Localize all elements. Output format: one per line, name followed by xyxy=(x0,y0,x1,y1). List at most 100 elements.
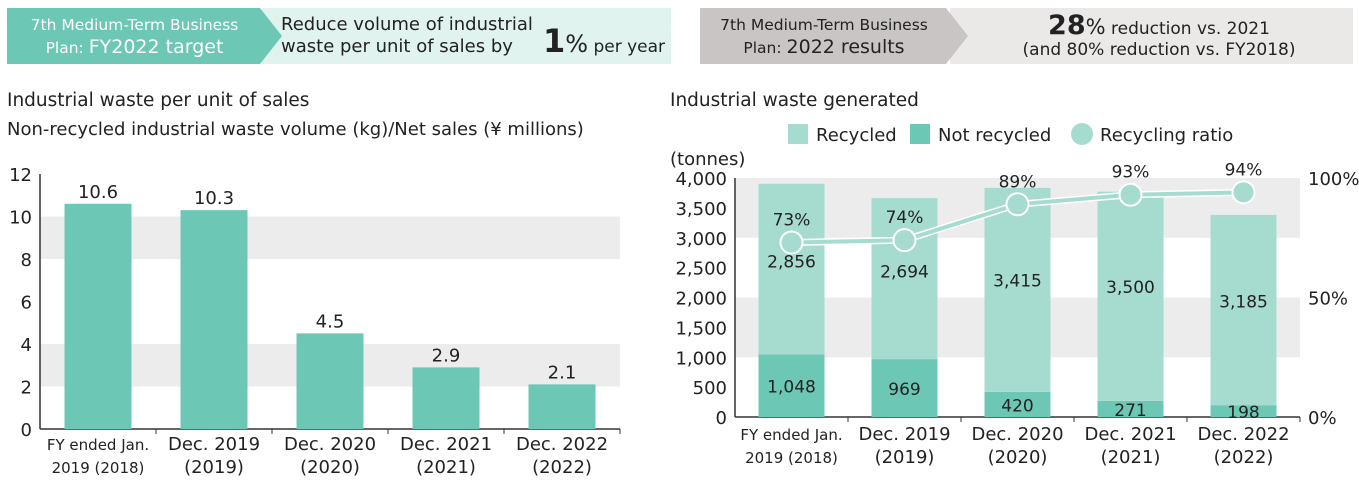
right-banner-tag: 7th Medium-Term Business Plan: 2022 resu… xyxy=(700,8,968,64)
y-tick-label: 2 xyxy=(21,378,32,399)
y-tick-label: 3,000 xyxy=(675,229,727,250)
data-label: 2.1 xyxy=(548,362,577,383)
bar xyxy=(180,210,248,429)
ratio-point xyxy=(892,228,917,253)
bar-recycled xyxy=(984,187,1051,392)
bar-recycled xyxy=(758,183,825,355)
y2-tick-label: 50% xyxy=(1308,289,1348,310)
ratio-point xyxy=(1005,192,1030,217)
x-tick-label: Dec. 2022 xyxy=(516,434,608,455)
x-tick-label: Dec. 2020 xyxy=(284,434,376,455)
x-tick-label: (2019) xyxy=(875,447,935,468)
left-banner-tag: 7th Medium-Term Business Plan: FY2022 ta… xyxy=(7,8,282,64)
left-banner-text-line2: waste per unit of sales by xyxy=(281,36,513,57)
y-tick-label: 1,500 xyxy=(675,318,727,339)
bar-recycled xyxy=(871,198,938,360)
waste-per-sales-chart: 0 2 4 6 8 10 12 10.6 FY ended Jan. 2019 (2018) 10.… xyxy=(9,165,621,478)
waste-generated-chart: Recycled Not recycled Recycling ratio (tonn… xyxy=(670,123,1359,468)
right-banner-text: 28% reduction vs. 2021 (and 80% reductio… xyxy=(968,10,1350,59)
data-label-recycled: 3,415 xyxy=(993,272,1042,292)
bar-recycled xyxy=(1210,214,1277,406)
data-label-not-recycled: 271 xyxy=(1114,401,1146,421)
y-tick-label: 6 xyxy=(21,293,32,314)
x-tick-label: FY ended Jan. xyxy=(47,436,149,454)
left-banner-text: Reduce volume of industrial waste per un… xyxy=(281,14,533,58)
x-tick-label: (2019) xyxy=(184,457,244,478)
y-tick-label: 0 xyxy=(21,420,32,441)
right-banner-line1: 28% reduction vs. 2021 xyxy=(968,10,1350,41)
legend-label: Not recycled xyxy=(938,125,1051,146)
x-tick-label: (2020) xyxy=(988,447,1048,468)
ratio-label: 94% xyxy=(1225,160,1263,180)
x-tick-label: 2019 (2018) xyxy=(745,449,838,467)
bar-not-recycled xyxy=(984,391,1051,417)
x-tick-label: Dec. 2019 xyxy=(858,424,950,445)
x-tick-label: Dec. 2021 xyxy=(1084,424,1176,445)
right-banner-pct: % xyxy=(1085,15,1106,39)
bar-not-recycled xyxy=(758,354,825,417)
y-tick-label: 2,500 xyxy=(675,259,727,280)
bar xyxy=(528,384,596,429)
y-tick-label: 500 xyxy=(693,378,727,399)
bar xyxy=(64,203,132,429)
ratio-label: 74% xyxy=(886,208,924,228)
legend-label: Recycled xyxy=(816,125,897,146)
ratio-label: 73% xyxy=(773,211,811,231)
left-banner-tag-line1: 7th Medium-Term Business xyxy=(30,16,239,34)
ratio-point xyxy=(1118,182,1143,207)
y2-tick-label: 100% xyxy=(1308,169,1359,190)
y-tick-label: 0 xyxy=(716,408,727,429)
bar-not-recycled xyxy=(871,359,938,417)
grid-band xyxy=(40,216,620,259)
x-tick-label: (2022) xyxy=(1214,447,1274,468)
y-tick-label: 10 xyxy=(9,208,32,229)
data-label-not-recycled: 198 xyxy=(1227,403,1259,423)
left-chart-subtitle: Non-recycled industrial waste volume (kg… xyxy=(7,119,584,140)
data-label-recycled: 3,185 xyxy=(1219,293,1268,313)
data-label: 2.9 xyxy=(432,345,461,366)
x-tick-label: FY ended Jan. xyxy=(740,426,842,444)
ratio-point xyxy=(779,230,804,255)
left-banner-text-line1: Reduce volume of industrial xyxy=(281,14,533,35)
data-label-recycled: 3,500 xyxy=(1106,278,1155,298)
data-label: 10.3 xyxy=(194,188,234,209)
left-banner-pct: % xyxy=(565,30,589,58)
y-tick-label: 3,500 xyxy=(675,199,727,220)
left-banner-tag-shape xyxy=(7,8,282,64)
bar-recycled xyxy=(1097,191,1164,401)
legend-swatch xyxy=(1071,123,1093,145)
legend-swatch xyxy=(788,124,808,144)
x-tick-label: (2020) xyxy=(300,457,360,478)
right-chart-title: Industrial waste generated xyxy=(670,90,919,111)
left-chart-title: Industrial waste per unit of sales xyxy=(7,90,310,111)
bar xyxy=(296,333,364,429)
left-banner-plan-prefix: Plan: xyxy=(45,39,89,57)
right-banner-plan-name: 2022 results xyxy=(786,36,905,58)
data-label-recycled: 2,694 xyxy=(880,263,929,283)
right-banner-tag-line1: 7th Medium-Term Business xyxy=(720,16,928,34)
y-tick-label: 12 xyxy=(9,165,32,186)
ratio-label: 93% xyxy=(1112,163,1150,183)
data-label-not-recycled: 969 xyxy=(888,380,920,400)
right-banner-plan-prefix: Plan: xyxy=(743,39,787,57)
y-axis-unit-label: (tonnes) xyxy=(670,149,745,170)
left-banner-value: 1% per year xyxy=(543,22,665,60)
ratio-label: 89% xyxy=(999,172,1037,192)
data-label-recycled: 2,856 xyxy=(767,253,816,273)
right-banner-tag-line2: Plan: 2022 results xyxy=(700,36,948,59)
right-banner-big-value: 28 xyxy=(1048,10,1086,41)
data-label: 4.5 xyxy=(316,311,345,332)
right-banner-line2: (and 80% reduction vs. FY2018) xyxy=(1022,40,1296,60)
y-tick-label: 8 xyxy=(21,250,32,271)
x-tick-label: (2021) xyxy=(1101,447,1161,468)
x-tick-label: Dec. 2021 xyxy=(400,434,492,455)
bar-not-recycled xyxy=(1097,400,1164,417)
ratio-point xyxy=(1231,180,1256,205)
left-banner-per-year: per year xyxy=(588,37,666,57)
x-tick-label: (2021) xyxy=(416,457,476,478)
data-label-not-recycled: 1,048 xyxy=(767,378,816,398)
left-banner-big-value: 1 xyxy=(543,22,566,60)
left-banner-tag-line2: Plan: FY2022 target xyxy=(7,36,262,59)
y-tick-label: 4 xyxy=(21,335,32,356)
x-tick-label: 2019 (2018) xyxy=(52,459,145,477)
